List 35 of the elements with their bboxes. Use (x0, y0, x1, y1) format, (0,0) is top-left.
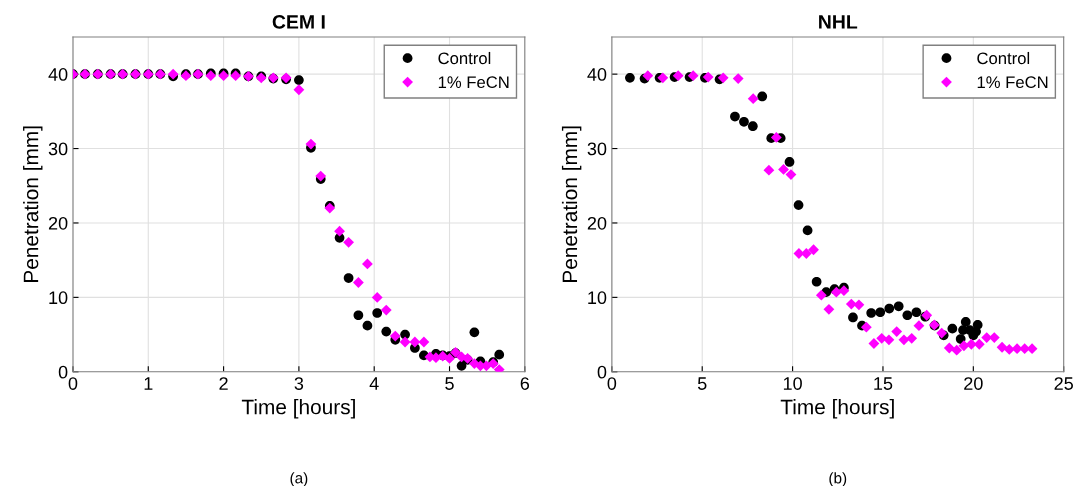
text: (b) (829, 472, 847, 486)
x-tick-label: 2 (219, 377, 228, 390)
x-axis-title: Time [hours] (780, 399, 894, 419)
chart-title: NHL (819, 15, 858, 29)
y-tick-label: 10 (49, 291, 68, 305)
x-tick-label: 0 (68, 377, 78, 390)
x-tick-label: 5 (697, 377, 707, 390)
x-tick-label: 20 (964, 377, 983, 390)
x-tick-label: 3 (294, 377, 304, 390)
x-tick-label: 5 (445, 377, 454, 390)
text: (a) (290, 472, 308, 486)
x-tick-label: 10 (783, 377, 802, 390)
y-axis-title: Penetration [mm] (561, 126, 582, 282)
x-tick-label: 4 (369, 377, 379, 390)
legend-label: 1% FeCN (438, 76, 509, 89)
x-tick-label: 6 (520, 377, 530, 390)
chart-title: CEM I (272, 15, 325, 29)
x-tick-label: 0 (607, 377, 617, 390)
y-tick-label: 30 (587, 142, 607, 156)
y-tick-label: 30 (48, 142, 68, 156)
x-axis-title: Time [hours] (241, 399, 355, 419)
x-tick-label: 15 (874, 377, 893, 390)
y-tick-label: 0 (58, 365, 68, 379)
legend-label: Control (438, 51, 491, 65)
x-tick-label: 25 (1054, 377, 1073, 390)
x-tick-label: 1 (144, 377, 153, 390)
legend-label: 1% FeCN (977, 76, 1048, 89)
y-tick-label: 0 (597, 365, 607, 379)
y-tick-label: 10 (588, 291, 607, 305)
y-tick-label: 40 (48, 68, 68, 81)
y-axis-title: Penetration [mm] (23, 126, 43, 282)
legend-label: Control (977, 51, 1030, 65)
y-tick-label: 20 (48, 216, 68, 230)
y-tick-label: 40 (587, 68, 607, 81)
y-tick-label: 20 (587, 216, 607, 230)
